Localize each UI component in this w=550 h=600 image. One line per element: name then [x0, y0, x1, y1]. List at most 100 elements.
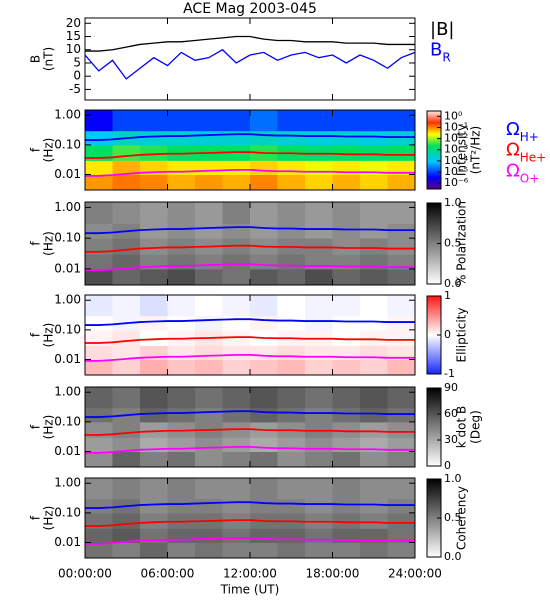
- heatmap-cell: [195, 223, 223, 239]
- heatmap-cell: [250, 498, 278, 514]
- heatmap-cell: [112, 387, 141, 409]
- heatmap-cell: [85, 315, 113, 331]
- heatmap-cell: [167, 437, 196, 453]
- heatmap-cell: [277, 498, 306, 514]
- plot-area: [85, 295, 415, 375]
- heatmap-cell: [140, 238, 168, 255]
- y-tick-label: 0.01: [54, 352, 81, 366]
- heatmap-cell: [112, 268, 141, 285]
- colorbar-tick-label: 0: [444, 459, 451, 472]
- heatmap-cell: [387, 407, 415, 423]
- colorbar-tick-label: 0.5: [444, 511, 462, 524]
- heatmap-cell: [387, 421, 415, 438]
- heatmap-cell: [387, 542, 415, 558]
- heatmap-cell: [360, 315, 388, 331]
- heatmap-cell: [250, 542, 278, 558]
- heatmap-cell: [387, 437, 415, 453]
- colorbar-tick-label: 1: [444, 289, 451, 302]
- x-tick-label: 24:00:00: [388, 567, 442, 581]
- heatmap-cell: [360, 174, 388, 190]
- heatmap-cell: [222, 202, 251, 224]
- heatmap-cell: [167, 315, 196, 331]
- heatmap-cell: [387, 268, 415, 285]
- y-tick-label: 0.01: [54, 167, 81, 181]
- heatmap-cell: [112, 421, 141, 438]
- heatmap-cell: [360, 512, 388, 529]
- y-axis-label: (Hz): [42, 231, 56, 256]
- heatmap-cell: [167, 160, 196, 176]
- heatmap-cell: [387, 528, 415, 544]
- heatmap-cell: [112, 478, 141, 500]
- heatmap-cell: [277, 223, 306, 239]
- heatmap-cell: [85, 437, 113, 453]
- heatmap-cell: [305, 174, 333, 190]
- heatmap-cell: [167, 223, 196, 239]
- series-line: [85, 48, 415, 80]
- axes-frame: [84, 17, 416, 101]
- heatmap-cell: [85, 478, 113, 500]
- heatmap-cell: [387, 110, 415, 132]
- chart-title: ACE Mag 2003-045: [183, 1, 317, 17]
- heatmap-cell: [195, 130, 223, 146]
- heatmap-cell: [305, 160, 333, 176]
- series-line: [85, 318, 415, 326]
- heatmap-cell: [387, 130, 415, 146]
- colorbar-tick-label: 1.0: [444, 472, 462, 485]
- legend-entry: ΩO+: [506, 160, 539, 185]
- colorbar-tick-label: 10⁻²: [444, 132, 468, 145]
- colorbar-tick-label: 90: [444, 381, 458, 394]
- plot-area: [85, 387, 415, 467]
- heatmap-cell: [85, 223, 113, 239]
- y-axis-label: f: [29, 424, 43, 429]
- heatmap-cell: [167, 407, 196, 423]
- heatmap-cell: [277, 387, 306, 409]
- heatmap-cell: [332, 498, 361, 514]
- y-axis-label: (nT): [42, 47, 56, 71]
- heatmap-cell: [195, 528, 223, 544]
- heatmap-cell: [277, 130, 306, 146]
- heatmap-cell: [250, 451, 278, 467]
- heatmap-cell: [277, 528, 306, 544]
- heatmap-cell: [277, 407, 306, 423]
- heatmap-cell: [250, 130, 278, 146]
- heatmap-cell: [167, 110, 196, 132]
- heatmap-cell: [85, 407, 113, 423]
- y-tick-label: 0.10: [54, 231, 81, 245]
- heatmap-cell: [360, 451, 388, 467]
- colorbar-label: Intensity: [455, 124, 469, 176]
- heatmap-cell: [250, 223, 278, 239]
- y-tick-label: -5: [69, 82, 81, 96]
- colorbar-label: k dot B: [455, 406, 469, 448]
- heatmap-cell: [195, 254, 223, 270]
- y-tick-label: 0.10: [54, 505, 81, 519]
- heatmap-cell: [167, 528, 196, 544]
- heatmap-cell: [112, 329, 141, 346]
- heatmap-cell: [250, 528, 278, 544]
- series-line: [85, 151, 415, 159]
- heatmap-cell: [277, 359, 306, 375]
- heatmap-cell: [305, 254, 333, 270]
- heatmap-cell: [305, 345, 333, 361]
- heatmap-cell: [387, 174, 415, 190]
- heatmap-cell: [112, 528, 141, 544]
- heatmap-cell: [222, 295, 251, 317]
- heatmap-cell: [360, 268, 388, 285]
- heatmap-cell: [360, 202, 388, 224]
- heatmap-cell: [195, 407, 223, 423]
- heatmap-cell: [140, 174, 168, 190]
- series-line: [85, 354, 415, 362]
- legend-name: Ω: [506, 140, 520, 161]
- heatmap-cell: [85, 202, 113, 224]
- heatmap-cell: [140, 110, 168, 132]
- heatmap-cell: [112, 110, 141, 132]
- heatmap-cell: [387, 254, 415, 270]
- heatmap-cell: [387, 238, 415, 255]
- heatmap-cell: [222, 498, 251, 514]
- series-line: [85, 519, 415, 527]
- heatmap-cell: [195, 315, 223, 331]
- heatmap-cell: [140, 512, 168, 529]
- heatmap-cell: [140, 498, 168, 514]
- heatmap-cell: [222, 315, 251, 331]
- heatmap-cell: [277, 315, 306, 331]
